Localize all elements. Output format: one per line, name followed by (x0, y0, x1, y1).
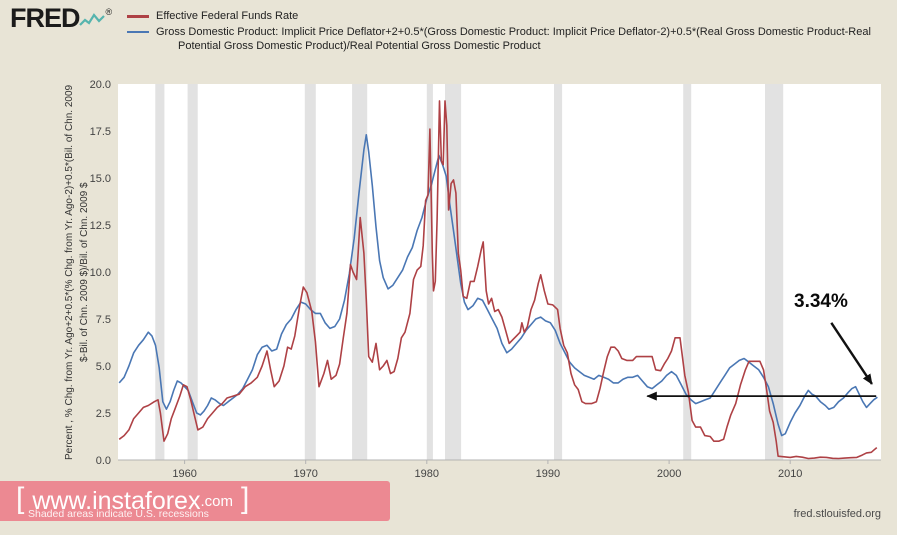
fred-logo[interactable]: FRED ® (10, 5, 112, 32)
annotation-diagonal-arrow (830, 322, 873, 385)
legend-item-gdp-deflator: Gross Domestic Product: Implicit Price D… (127, 26, 879, 54)
y-tick-label: 5.0 (96, 361, 111, 373)
recession-band (683, 84, 692, 460)
y-tick-label: 10.0 (90, 267, 111, 279)
y-tick-label: 0.0 (96, 455, 111, 467)
series-line-effective-federal-funds-rate (118, 100, 878, 460)
legend-swatch (127, 30, 149, 34)
x-tick-label: 1970 (293, 468, 317, 480)
y-axis-title: Percent , % Chg. from Yr. Ago+2+0.5*(% C… (64, 84, 90, 460)
recession-band (765, 84, 784, 460)
watermark-domain: www.instaforex (32, 486, 201, 515)
y-tick-label: 2.5 (96, 408, 111, 420)
recession-band (352, 84, 368, 460)
recession-note: Shaded areas indicate U.S. recessions (28, 508, 209, 520)
recession-band (155, 84, 165, 460)
x-tick-label: 1990 (536, 468, 560, 480)
series-line-gdp-deflator-taylor-rule (118, 134, 878, 437)
y-tick-label: 17.5 (90, 126, 111, 138)
watermark-bracket-left: [ (16, 481, 25, 515)
legend-label: Gross Domestic Product: Implicit Price D… (156, 25, 871, 52)
registered-mark: ® (105, 7, 113, 17)
legend-item-fed-funds: Effective Federal Funds Rate (127, 10, 879, 24)
watermark-tld: .com (200, 492, 233, 510)
plot-background (118, 84, 881, 460)
recession-band (554, 84, 563, 460)
y-tick-label: 20.0 (90, 79, 111, 91)
y-tick-label: 15.0 (90, 173, 111, 185)
fred-logo-spark-icon (78, 13, 105, 26)
y-tick-label: 7.5 (96, 314, 111, 326)
x-tick-label: 2000 (657, 468, 681, 480)
x-tick-label: 1980 (415, 468, 439, 480)
x-tick-label: 1960 (172, 468, 196, 480)
recession-band (304, 84, 316, 460)
x-tick-label: 2010 (778, 468, 802, 480)
legend: Effective Federal Funds Rate Gross Domes… (127, 10, 879, 55)
recession-band (426, 84, 433, 460)
source-link[interactable]: fred.stlouisfed.org (793, 508, 881, 520)
legend-swatch (127, 15, 149, 18)
legend-label: Effective Federal Funds Rate (156, 10, 299, 22)
recession-band (445, 84, 462, 460)
y-tick-label: 12.5 (90, 220, 111, 232)
watermark-bracket-right: ] (240, 481, 250, 515)
recession-band (187, 84, 198, 460)
watermark-instaforex-link[interactable]: [ www.instaforex .com ] (0, 481, 390, 521)
annotation-label: 3.34% (794, 291, 848, 312)
fred-logo-text: FRED (10, 3, 80, 33)
